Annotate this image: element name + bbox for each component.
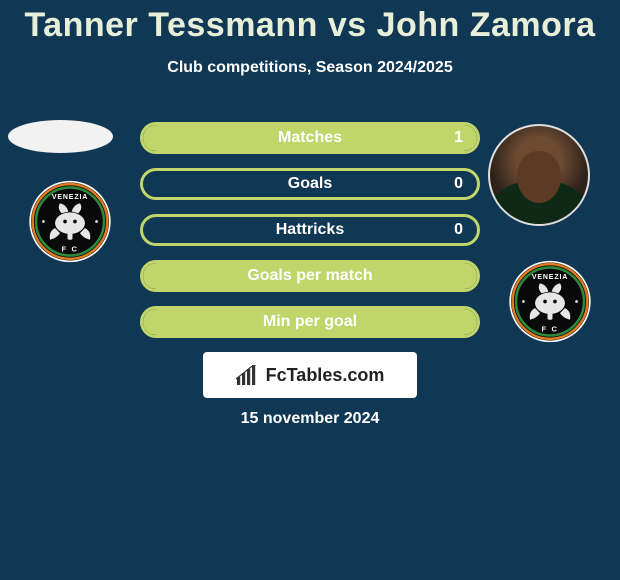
stat-bar-fill [143, 309, 477, 335]
stat-bar-fill [143, 125, 477, 151]
stat-bar-value: 0 [454, 175, 463, 193]
stat-bar: Goals0 [140, 168, 480, 200]
stat-bar: Min per goal [140, 306, 480, 338]
player-left-club-crest: VENEZIA F C [20, 180, 120, 263]
stat-bar-fill [143, 263, 477, 289]
subtitle: Club competitions, Season 2024/2025 [0, 59, 620, 77]
player-right-club-crest: VENEZIA F C [500, 260, 600, 343]
stat-bar-value: 0 [454, 221, 463, 239]
stat-bar-label: Hattricks [143, 221, 477, 239]
stat-bar: Goals per match [140, 260, 480, 292]
player-right-avatar [488, 124, 590, 226]
stat-bar: Hattricks0 [140, 214, 480, 246]
branding-badge: FcTables.com [203, 352, 417, 398]
stat-bar-value: 1 [454, 129, 463, 147]
date-text: 15 november 2024 [0, 410, 620, 428]
stat-bar: Matches1 [140, 122, 480, 154]
stat-bars: Matches1Goals0Hattricks0Goals per matchM… [140, 122, 480, 352]
svg-text:F C: F C [541, 324, 558, 333]
page-title: Tanner Tessmann vs John Zamora [0, 0, 620, 45]
branding-text: FcTables.com [266, 365, 385, 386]
svg-text:F C: F C [61, 244, 78, 253]
svg-text:VENEZIA: VENEZIA [532, 274, 568, 281]
player-left-avatar-placeholder [8, 120, 113, 153]
bar-chart-icon [236, 365, 260, 385]
svg-text:VENEZIA: VENEZIA [52, 194, 88, 201]
stat-bar-label: Goals [143, 175, 477, 193]
